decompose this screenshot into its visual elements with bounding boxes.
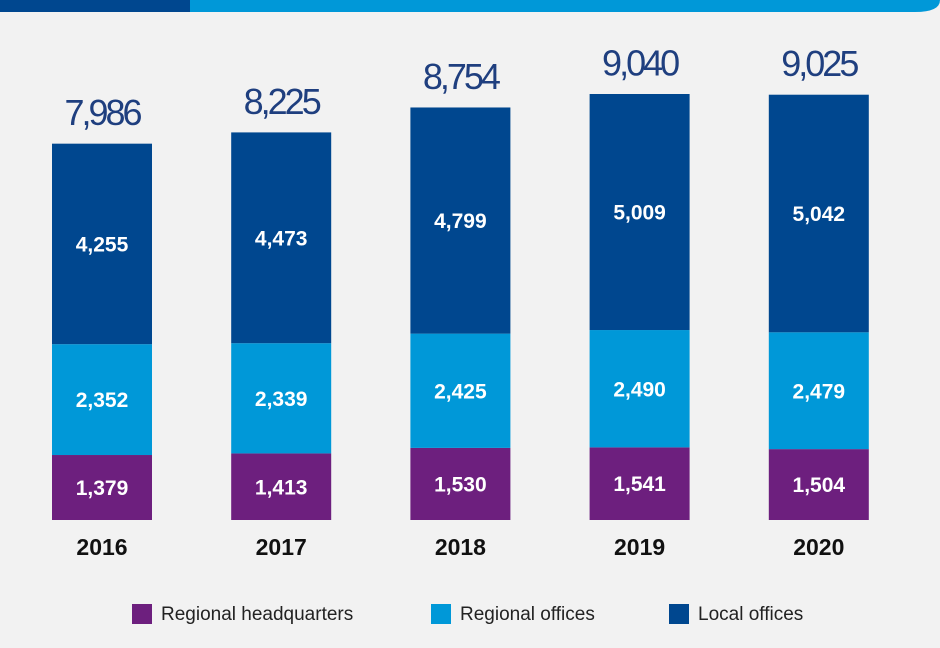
value-label: 2,352 [76, 389, 129, 412]
value-label: 1,530 [434, 473, 487, 496]
bar-segment [410, 333, 511, 448]
legend-swatch [669, 604, 689, 624]
total-label: 7,986 [64, 92, 141, 133]
bar-segment [231, 453, 332, 520]
legend-label: Regional offices [460, 604, 595, 625]
value-label: 4,255 [76, 233, 129, 256]
total-label: 8,225 [244, 81, 321, 122]
value-label: 1,379 [76, 477, 129, 500]
legend-swatch [431, 604, 451, 624]
bar-segment [410, 447, 511, 520]
value-label: 5,042 [793, 203, 846, 226]
bar-segment [768, 94, 869, 333]
x-tick-label: 2020 [793, 534, 844, 560]
top-bar-accent [0, 0, 190, 12]
x-tick-label: 2018 [435, 534, 486, 560]
bar-segment [768, 332, 869, 450]
bar-segment [410, 107, 511, 334]
value-label: 2,425 [434, 380, 487, 403]
value-label: 2,490 [613, 378, 666, 401]
bar-segment [52, 455, 152, 520]
top-bar [0, 0, 940, 12]
bar-segment [589, 94, 690, 331]
x-tick-label: 2017 [256, 534, 307, 560]
bar-segment [52, 344, 152, 456]
bar-segment [589, 447, 690, 520]
legend-label: Local offices [698, 604, 803, 625]
bar-segment [589, 330, 690, 448]
total-label: 8,754 [423, 56, 500, 97]
value-label: 4,473 [255, 227, 308, 250]
total-label: 9,040 [602, 43, 679, 84]
bar-segment [231, 343, 332, 454]
value-label: 5,009 [613, 202, 666, 225]
x-tick-label: 2019 [614, 534, 665, 560]
legend-swatch [132, 604, 152, 624]
legend-label: Regional headquarters [161, 604, 353, 625]
x-tick-label: 2016 [76, 534, 127, 560]
value-label: 2,339 [255, 388, 308, 411]
value-label: 1,504 [793, 474, 846, 497]
total-label: 9,025 [781, 43, 858, 84]
bar-segment [231, 132, 332, 344]
value-label: 4,799 [434, 210, 487, 233]
value-label: 1,413 [255, 476, 308, 499]
bar-segment [768, 449, 869, 520]
value-label: 2,479 [793, 380, 846, 403]
value-label: 1,541 [613, 473, 666, 496]
bar-segment [52, 143, 152, 345]
